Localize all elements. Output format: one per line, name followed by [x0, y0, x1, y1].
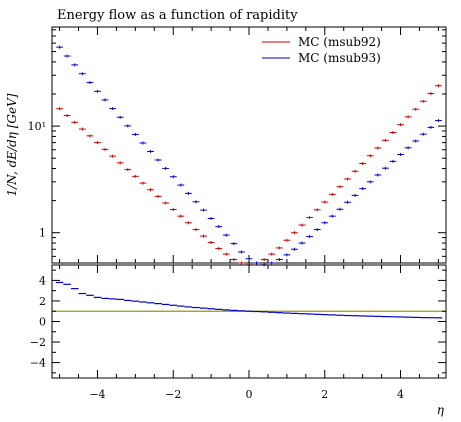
chart-title: Energy flow as a function of rapidity: [57, 8, 298, 23]
x-axis-label: η: [437, 403, 445, 417]
upper-plot-panel: 1 10¹ MC (msub92) MC (msub93) 1/N, dE/dη […: [5, 26, 447, 267]
ratio-y-tick-label: 2: [39, 295, 46, 308]
ratio-y-tick-label: 0: [39, 316, 46, 329]
x-tick-label: 2: [321, 388, 328, 401]
legend: MC (msub92) MC (msub93): [262, 35, 381, 65]
series-mc-msub92-: [56, 84, 442, 267]
ratio-series: [55, 281, 443, 319]
ratio-y-tick-label: −4: [30, 357, 46, 370]
upper-plot-frame: [51, 26, 447, 264]
ratio-axis-ticks: −4 −2 0 2 4 −4 −2 0 2 4: [30, 265, 446, 401]
y-tick-label: 10¹: [28, 120, 46, 133]
x-tick-label: 4: [397, 388, 404, 401]
ratio-data-series: [55, 281, 443, 319]
x-tick-label: −4: [89, 388, 105, 401]
legend-entry: MC (msub92): [298, 35, 381, 49]
ratio-y-tick-label: 4: [39, 274, 46, 287]
y-tick-label: 1: [39, 227, 46, 240]
x-tick-label: −2: [165, 388, 181, 401]
upper-y-ticks: 1 10¹: [28, 27, 446, 263]
x-tick-label: 0: [246, 388, 253, 401]
series-mc-msub93-: [56, 45, 442, 267]
upper-data-series: [56, 45, 442, 267]
ratio-plot-frame: [51, 264, 447, 379]
ratio-plot-panel: −4 −2 0 2 4 −4 −2 0 2 4 η: [30, 264, 447, 417]
ratio-y-tick-label: −2: [30, 336, 46, 349]
upper-y-axis-label: 1/N, dE/dη [GeV]: [5, 93, 19, 196]
legend-entry: MC (msub93): [298, 51, 381, 65]
